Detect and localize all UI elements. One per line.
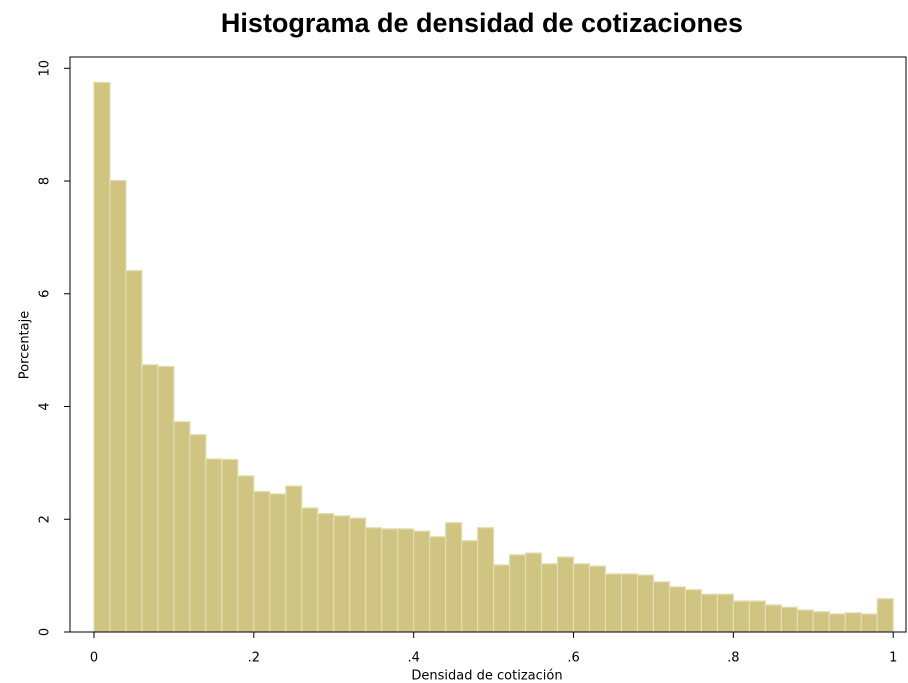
bar: [812, 611, 830, 633]
bar: [109, 179, 127, 633]
bar: [860, 613, 878, 633]
y-tick-label: 0: [38, 628, 53, 636]
bar: [301, 507, 319, 633]
bar: [237, 475, 255, 633]
bar: [796, 609, 814, 633]
bar: [477, 527, 495, 633]
bar: [668, 586, 687, 633]
bar: [221, 458, 239, 633]
bar: [269, 493, 287, 633]
bar: [141, 364, 159, 633]
bar: [349, 517, 367, 633]
bar: [748, 600, 766, 633]
bar: [93, 81, 111, 633]
bar: [732, 600, 750, 633]
bar: [461, 540, 479, 633]
bar: [780, 606, 798, 633]
bar: [828, 613, 846, 633]
bar: [588, 565, 607, 633]
bar: [365, 527, 383, 633]
bar: [429, 536, 447, 633]
bar: [524, 552, 543, 633]
x-tick-label: .2: [248, 651, 260, 666]
bar: [700, 593, 718, 633]
bar: [173, 421, 191, 633]
bar: [381, 528, 399, 633]
chart-title: Histograma de densidad de cotizaciones: [221, 8, 743, 38]
x-tick-label: .6: [567, 651, 579, 666]
bar: [333, 515, 351, 633]
bar: [492, 564, 511, 633]
bar: [317, 513, 335, 633]
bar: [157, 365, 175, 633]
bar: [413, 530, 431, 633]
x-axis-label: Densidad de cotización: [411, 669, 562, 683]
bar: [285, 485, 303, 633]
y-tick-label: 2: [38, 515, 53, 523]
bar: [572, 563, 591, 633]
bar: [716, 593, 734, 633]
bar: [508, 554, 527, 633]
bar: [445, 522, 463, 633]
bar: [876, 598, 894, 633]
bar: [636, 574, 655, 633]
bar: [205, 458, 223, 633]
x-tick-label: .8: [727, 651, 739, 666]
y-tick-label: 8: [38, 177, 53, 185]
y-tick-label: 4: [38, 402, 53, 410]
y-axis-label: Porcentaje: [18, 311, 33, 379]
bar: [604, 573, 623, 633]
bar: [620, 573, 639, 633]
bar: [125, 270, 143, 633]
y-tick-label: 10: [38, 60, 53, 77]
bar: [652, 581, 671, 633]
y-tick-label: 6: [38, 290, 53, 298]
bar: [540, 563, 559, 633]
bar: [189, 434, 207, 633]
x-tick-label: .4: [407, 651, 419, 666]
bar: [844, 612, 862, 633]
bar: [253, 491, 271, 633]
x-tick-label: 1: [889, 651, 897, 666]
bar: [397, 528, 415, 633]
x-tick-label: 0: [90, 651, 98, 666]
bar: [684, 589, 702, 633]
bar: [556, 556, 575, 633]
bar: [764, 604, 782, 633]
